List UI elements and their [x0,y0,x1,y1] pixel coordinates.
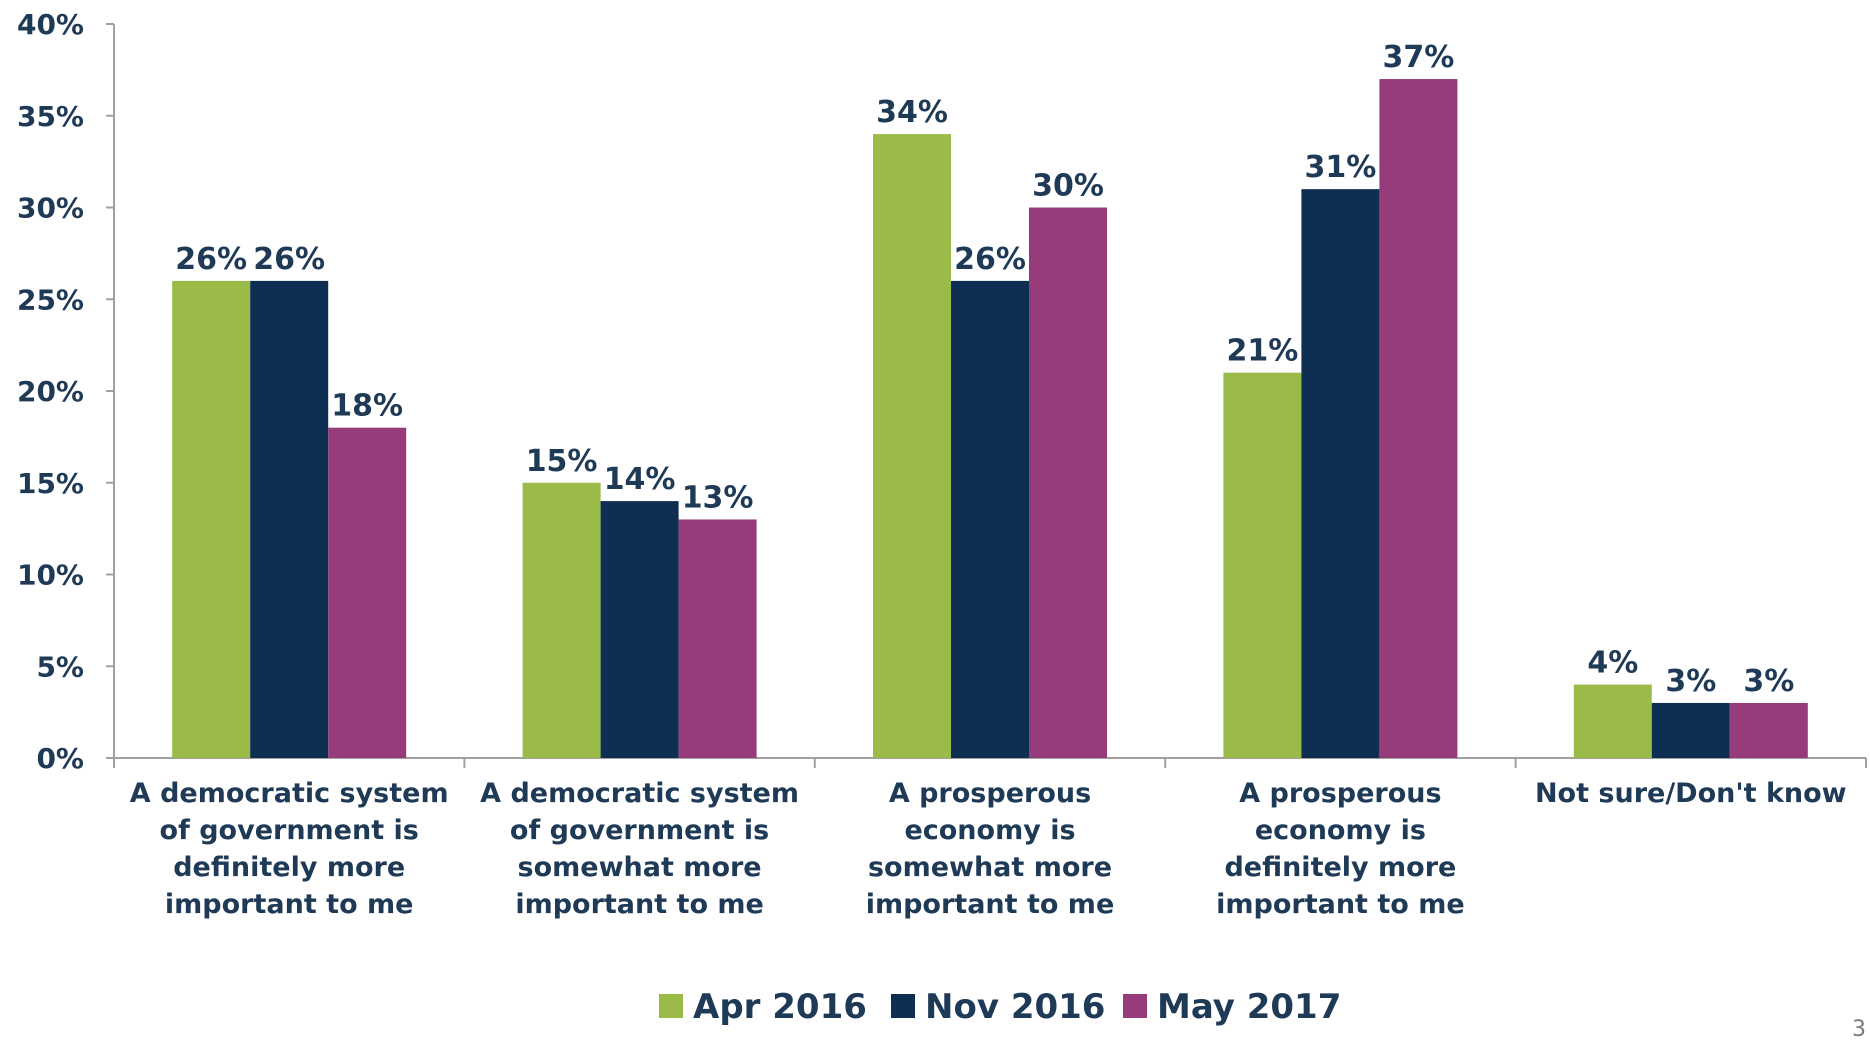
y-tick-label: 40% [17,8,84,41]
data-label: 3% [1665,664,1716,699]
bar [172,280,251,758]
bar [1729,702,1808,758]
data-label: 21% [1226,334,1298,369]
data-label: 34% [876,95,948,130]
bars [172,79,1808,759]
category-label: Not sure/Don't know [1535,778,1847,809]
bar [951,280,1029,758]
category-label: A democratic system of government is defin… [130,778,449,920]
y-tick-label: 5% [36,650,84,683]
data-label: 26% [253,242,325,277]
data-label: 37% [1382,40,1454,75]
data-label: 14% [604,462,676,497]
y-tick-label: 20% [17,375,84,408]
bar [250,280,329,758]
bar [600,501,679,758]
y-tick-label: 10% [17,559,84,592]
y-tick-label: 35% [17,100,84,133]
bar [328,427,407,758]
data-label: 18% [331,389,403,424]
legend-label: Apr 2016 [693,987,867,1027]
y-tick-label: 15% [17,467,84,500]
category-labels: A democratic system of government is defin… [130,778,1847,920]
bar [1223,372,1302,758]
category-label: A democratic system of government is somew… [480,778,799,920]
data-labels: 26% 26%18%15%14%13%34%26%30%21%31%37%4%3%… [175,40,1794,699]
category-label: A prosperous economy is somewhat more impor… [866,778,1115,920]
bar [873,134,951,759]
bar [1029,207,1107,758]
legend: Apr 2016 Nov 2016 May 2017 [659,987,1341,1027]
page-number: 3 [1852,1017,1866,1042]
data-label: 15% [526,444,598,479]
bar [522,482,601,758]
y-tick-label: 30% [17,192,84,225]
bar [1651,702,1730,758]
legend-swatch [891,994,915,1018]
data-label: 31% [1304,150,1376,185]
data-label: 30% [1032,169,1104,204]
category-label: A prosperous economy is definitely more imp… [1216,778,1465,920]
bar [1573,684,1652,758]
bar [678,519,757,758]
data-label: 26% [175,242,247,277]
y-tick-label: 25% [17,283,84,316]
legend-label: May 2017 [1157,987,1341,1027]
bar [1301,189,1380,758]
data-label: 13% [682,480,754,515]
data-label: 26% [954,242,1026,277]
legend-swatch [659,994,683,1018]
data-label: 4% [1587,646,1638,681]
y-tick-label: 0% [36,742,84,775]
legend-swatch [1123,994,1147,1018]
bar [1379,79,1458,759]
legend-label: Nov 2016 [925,987,1105,1027]
y-axis: 0% 5% 10% 15% 20% 25% 30% 35% 40% [17,8,1867,775]
data-label: 3% [1743,664,1794,699]
